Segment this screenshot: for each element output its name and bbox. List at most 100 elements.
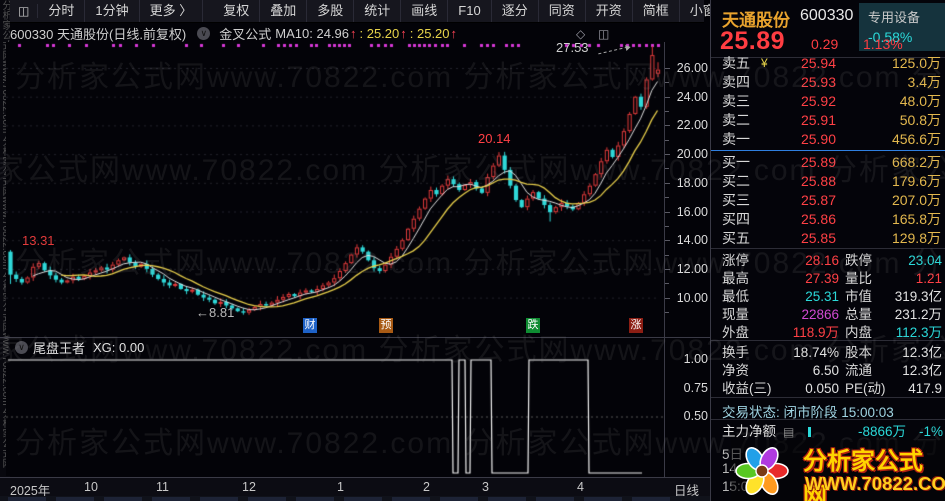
chart-annotation: 27.53 [556, 40, 589, 55]
toolbar-item-10[interactable]: 逐分 [492, 0, 539, 22]
time-axis-label: 3 [482, 480, 489, 494]
stat-value: 27.39 [805, 271, 839, 286]
toolbar-item-6[interactable]: 多股 [307, 0, 355, 22]
time-axis-label: 1 [337, 480, 344, 494]
event-marker-跌[interactable]: 跌 [526, 318, 540, 333]
tab-fragment [200, 497, 238, 501]
toolbar-item-4[interactable]: 复权 [213, 0, 261, 22]
bid-row-5[interactable]: 买五 25.85 129.8万 [711, 229, 945, 248]
ask-row-2[interactable]: 卖二 25.91 50.8万 [711, 111, 945, 130]
indicator-name: 尾盘王者 [33, 341, 86, 356]
stat-label: 最低 [722, 289, 749, 304]
axis-tick-minor [665, 311, 669, 313]
candlestick-chart[interactable] [6, 42, 664, 336]
stat-label: 换手 [722, 345, 749, 360]
time-axis-label: 12 [242, 480, 256, 494]
price-change-pct: 1.13% [863, 36, 903, 52]
level-volume: 456.6万 [891, 131, 941, 147]
quote-panel: 天通股份 600330 RI000 专用设备 -0.58% 25.89 0.29… [711, 0, 945, 501]
bid-row-2[interactable]: 买二 25.88 179.6万 [711, 172, 945, 191]
axis-tick [665, 125, 670, 127]
indicator-value: XG: 0.00 [93, 340, 145, 355]
logo-text: 分析家公式网 [803, 448, 923, 501]
toolbar-item-5[interactable]: 叠加 [260, 0, 308, 22]
bottom-tabs-cutoff [0, 496, 710, 501]
indicator-axis-label: 0.50 [683, 409, 708, 423]
stat-row: 现量 22866 总量 231.2万 [711, 306, 945, 324]
chart-indicator-divider [0, 337, 710, 338]
tab-fragment [632, 497, 670, 501]
axis-tick [665, 268, 670, 270]
chart-title-row: 600330 天通股份(日线.前复权) ∨ 金叉公式 MA10: 24.96 ↑… [10, 22, 704, 44]
axis-tick [665, 240, 670, 242]
ask-row-3[interactable]: 卖三 25.92 48.0万 [711, 92, 945, 111]
level-volume: 50.8万 [899, 112, 941, 128]
indicator-chart[interactable] [6, 356, 664, 476]
toolbar-item-13[interactable]: 简框 [633, 0, 680, 22]
level-label: 买五 [722, 230, 750, 246]
ask-row-1[interactable]: 卖一 25.90 456.6万 [711, 130, 945, 149]
event-marker-预[interactable]: 预 [379, 318, 393, 333]
level-volume: 668.2万 [891, 154, 941, 170]
indicator-axis-label: 1.00 [683, 352, 708, 366]
toolbar-item-7[interactable]: 统计 [354, 0, 402, 22]
stat-value: 28.16 [805, 253, 839, 268]
event-marker-涨[interactable]: 涨 [629, 318, 643, 333]
bid-row-3[interactable]: 买三 25.87 207.0万 [711, 191, 945, 210]
toolbar-item-2[interactable]: 1分钟 [85, 0, 140, 22]
stat-value: 118.9万 [792, 325, 839, 340]
level-price: 25.89 [800, 154, 836, 170]
level-volume: 48.0万 [899, 93, 941, 109]
period-label[interactable]: 日线 [674, 484, 700, 498]
axis-tick-minor [665, 168, 669, 170]
ask-row-5[interactable]: 卖五 ¥25.94 125.0万 [711, 54, 945, 73]
toolbar-item-12[interactable]: 开资 [586, 0, 633, 22]
stat-label: 现量 [722, 307, 749, 322]
bid-row-4[interactable]: 买四 25.86 165.8万 [711, 210, 945, 229]
chart-annotation: 13.31 [22, 233, 55, 248]
divider [711, 57, 945, 58]
list-icon[interactable]: ▤ [783, 425, 795, 439]
bid-ask-divider [711, 150, 945, 151]
stat-row: 外盘 118.9万 内盘 112.3万 [711, 324, 945, 342]
chevron-down-icon[interactable]: ∨ [197, 26, 211, 40]
stat-value: 112.3万 [895, 325, 942, 340]
window-split-icon[interactable]: ◫ [10, 4, 39, 18]
main-capital-row: 主力净额 ▤ -8866万 -1% [711, 423, 945, 441]
level-volume: 3.4万 [907, 74, 941, 90]
stat-label: 量比 [845, 271, 872, 286]
bid-row-1[interactable]: 买一 25.89 668.2万 [711, 153, 945, 172]
trading-status: 交易状态: 闭市阶段 15:00:03 [722, 405, 894, 420]
diamond-marker-icon[interactable]: ◇ [576, 27, 586, 41]
toolbar-item-9[interactable]: F10 [448, 0, 492, 22]
panel-divider [710, 0, 711, 501]
chart-annotation: ←8.81 [196, 305, 235, 320]
event-marker-财[interactable]: 财 [303, 318, 317, 333]
ask-row-4[interactable]: 卖四 25.93 3.4万 [711, 73, 945, 92]
tab-fragment [152, 497, 190, 501]
split-window-icon[interactable]: ◫ [598, 27, 610, 41]
level-label: 卖五 [722, 55, 750, 71]
industry-box[interactable]: 专用设备 -0.58% [859, 3, 945, 51]
level-label: 买二 [722, 173, 750, 189]
toolbar-item-11[interactable]: 同资 [539, 0, 586, 22]
tab-fragment [440, 497, 478, 501]
up-arrow-icon: ↑ [400, 25, 407, 41]
price-axis-label: 26.00 [676, 61, 708, 75]
toolbar-item-3[interactable]: 更多 〉 [140, 0, 204, 22]
level-volume: 207.0万 [891, 192, 941, 208]
main-capital-pct: -1% [918, 424, 943, 439]
toolbar-item-8[interactable]: 画线 [401, 0, 449, 22]
tab-fragment [104, 497, 142, 501]
chevron-down-icon[interactable]: ∨ [15, 341, 28, 354]
stat-label: 净资 [722, 363, 749, 378]
axis-tick [665, 154, 670, 156]
stat-label: 流通 [845, 363, 872, 378]
time-axis: 日线 2025年 10 11 12 1 2 3 4 [0, 477, 710, 498]
stat-value: 23.04 [908, 253, 942, 268]
toolbar-item-1[interactable]: 分时 [38, 0, 86, 22]
level-label: 卖四 [722, 74, 750, 90]
axis-tick-minor [665, 82, 669, 84]
tab-fragment [344, 497, 382, 501]
stock-name[interactable]: 天通股份 [722, 11, 790, 30]
